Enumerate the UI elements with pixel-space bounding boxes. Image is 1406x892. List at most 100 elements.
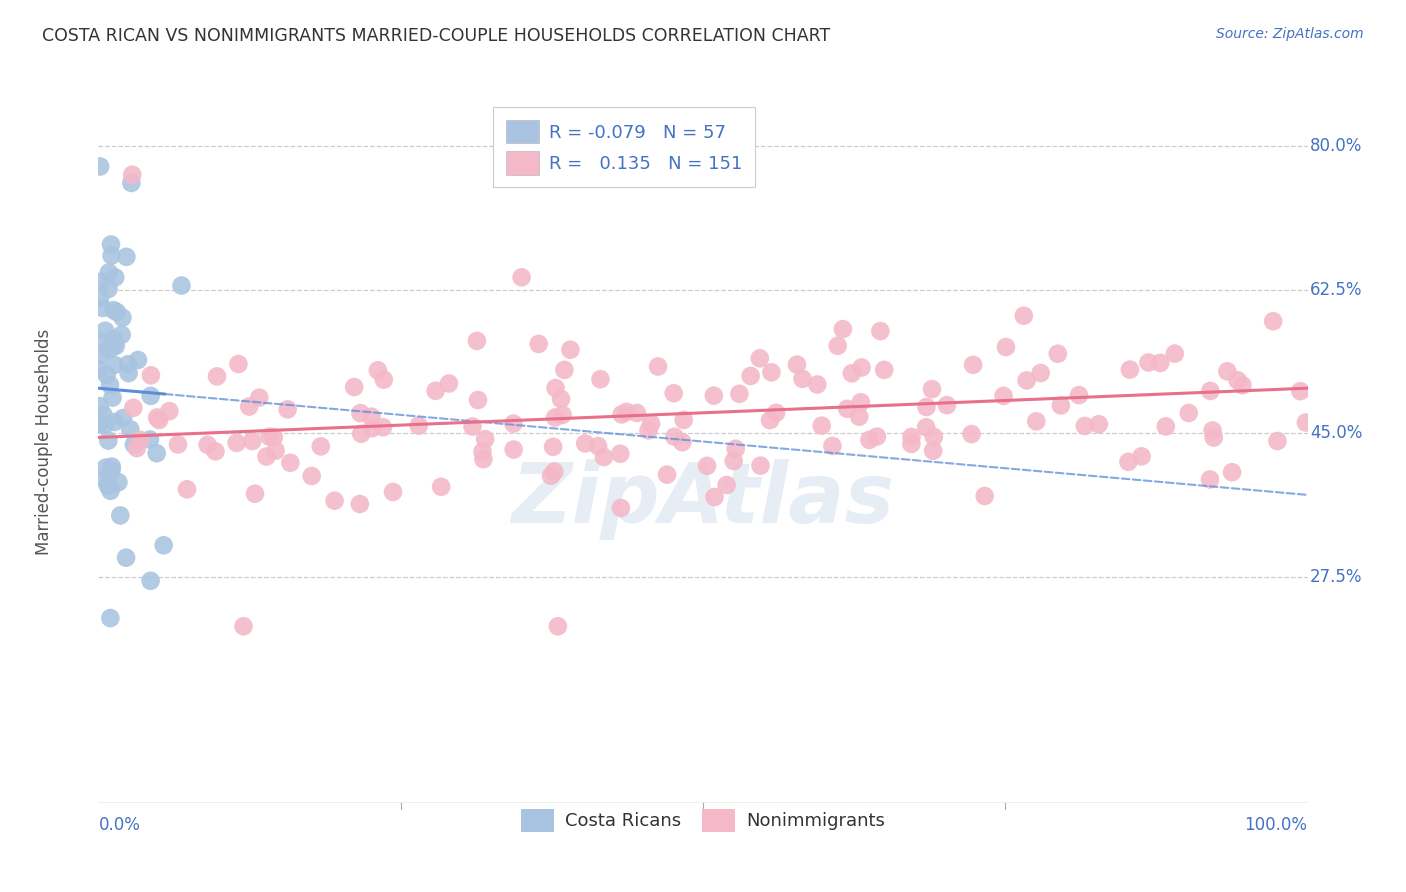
Point xyxy=(139,389,162,403)
Point xyxy=(574,436,596,450)
Point xyxy=(1046,347,1069,361)
Point xyxy=(111,327,134,342)
Point xyxy=(89,160,111,174)
Point xyxy=(117,357,139,371)
Point xyxy=(139,368,162,383)
Point xyxy=(502,417,524,431)
Point xyxy=(696,458,718,473)
Point xyxy=(309,439,332,453)
Text: 80.0%: 80.0% xyxy=(1310,137,1362,155)
Point xyxy=(922,443,945,458)
Point xyxy=(1088,417,1111,432)
Point xyxy=(125,441,148,455)
Point xyxy=(373,373,395,387)
Point xyxy=(247,391,270,405)
Point xyxy=(122,437,145,451)
Point xyxy=(921,382,943,396)
Point xyxy=(103,332,125,346)
Point xyxy=(101,338,124,352)
Point xyxy=(810,418,832,433)
Point xyxy=(94,460,117,475)
Point xyxy=(232,619,254,633)
Point xyxy=(91,301,114,315)
Point xyxy=(89,291,111,305)
Point xyxy=(437,376,460,391)
Point xyxy=(973,489,995,503)
Point xyxy=(655,467,678,482)
Point xyxy=(100,237,122,252)
Point xyxy=(430,480,453,494)
Point xyxy=(104,270,127,285)
Point xyxy=(1067,388,1090,402)
Point xyxy=(869,324,891,338)
Point xyxy=(1149,356,1171,370)
Point xyxy=(205,369,228,384)
Point xyxy=(858,433,880,447)
Point xyxy=(671,435,693,450)
Point xyxy=(593,450,616,464)
Point xyxy=(122,401,145,415)
Point xyxy=(626,406,648,420)
Point xyxy=(589,372,612,386)
Point xyxy=(139,574,162,588)
Point xyxy=(259,430,281,444)
Text: 27.5%: 27.5% xyxy=(1310,568,1362,586)
Point xyxy=(100,463,122,477)
Point xyxy=(129,433,152,447)
Point xyxy=(461,419,484,434)
Point xyxy=(759,413,782,427)
Point xyxy=(107,475,129,490)
Point xyxy=(748,351,770,366)
Point xyxy=(1164,346,1187,360)
Text: 100.0%: 100.0% xyxy=(1244,816,1308,834)
Text: 0.0%: 0.0% xyxy=(98,816,141,834)
Point xyxy=(1199,473,1222,487)
Point xyxy=(1119,362,1142,376)
Text: 45.0%: 45.0% xyxy=(1310,425,1362,442)
Point xyxy=(1202,431,1225,445)
Point xyxy=(851,360,873,375)
Point xyxy=(115,550,138,565)
Point xyxy=(103,415,125,429)
Point xyxy=(637,423,659,437)
Point xyxy=(936,398,959,412)
Point xyxy=(120,176,142,190)
Point xyxy=(120,422,142,436)
Point xyxy=(716,478,738,492)
Point xyxy=(502,442,524,457)
Point xyxy=(240,434,263,448)
Point xyxy=(610,408,633,422)
Point xyxy=(97,434,120,448)
Point xyxy=(93,472,115,486)
Text: Married-couple Households: Married-couple Households xyxy=(35,328,53,555)
Point xyxy=(145,446,167,460)
Point xyxy=(547,619,569,633)
Point xyxy=(103,358,125,372)
Point xyxy=(1220,465,1243,479)
Point xyxy=(425,384,447,398)
Point xyxy=(543,465,565,479)
Point xyxy=(204,444,226,458)
Point xyxy=(609,447,631,461)
Point xyxy=(1050,398,1073,412)
Point xyxy=(1154,419,1177,434)
Point xyxy=(139,433,162,447)
Point xyxy=(841,367,863,381)
Point xyxy=(1267,434,1289,448)
Point xyxy=(408,418,430,433)
Point xyxy=(94,324,117,338)
Point xyxy=(544,410,567,425)
Point xyxy=(89,362,111,376)
Point xyxy=(98,377,121,392)
Point xyxy=(465,334,488,348)
Point xyxy=(541,440,564,454)
Point xyxy=(100,248,122,262)
Point xyxy=(900,430,922,444)
Point xyxy=(792,372,814,386)
Point xyxy=(157,404,180,418)
Point xyxy=(723,454,745,468)
Point xyxy=(540,468,562,483)
Point xyxy=(93,408,115,422)
Point xyxy=(837,401,859,416)
Point xyxy=(1263,314,1285,328)
